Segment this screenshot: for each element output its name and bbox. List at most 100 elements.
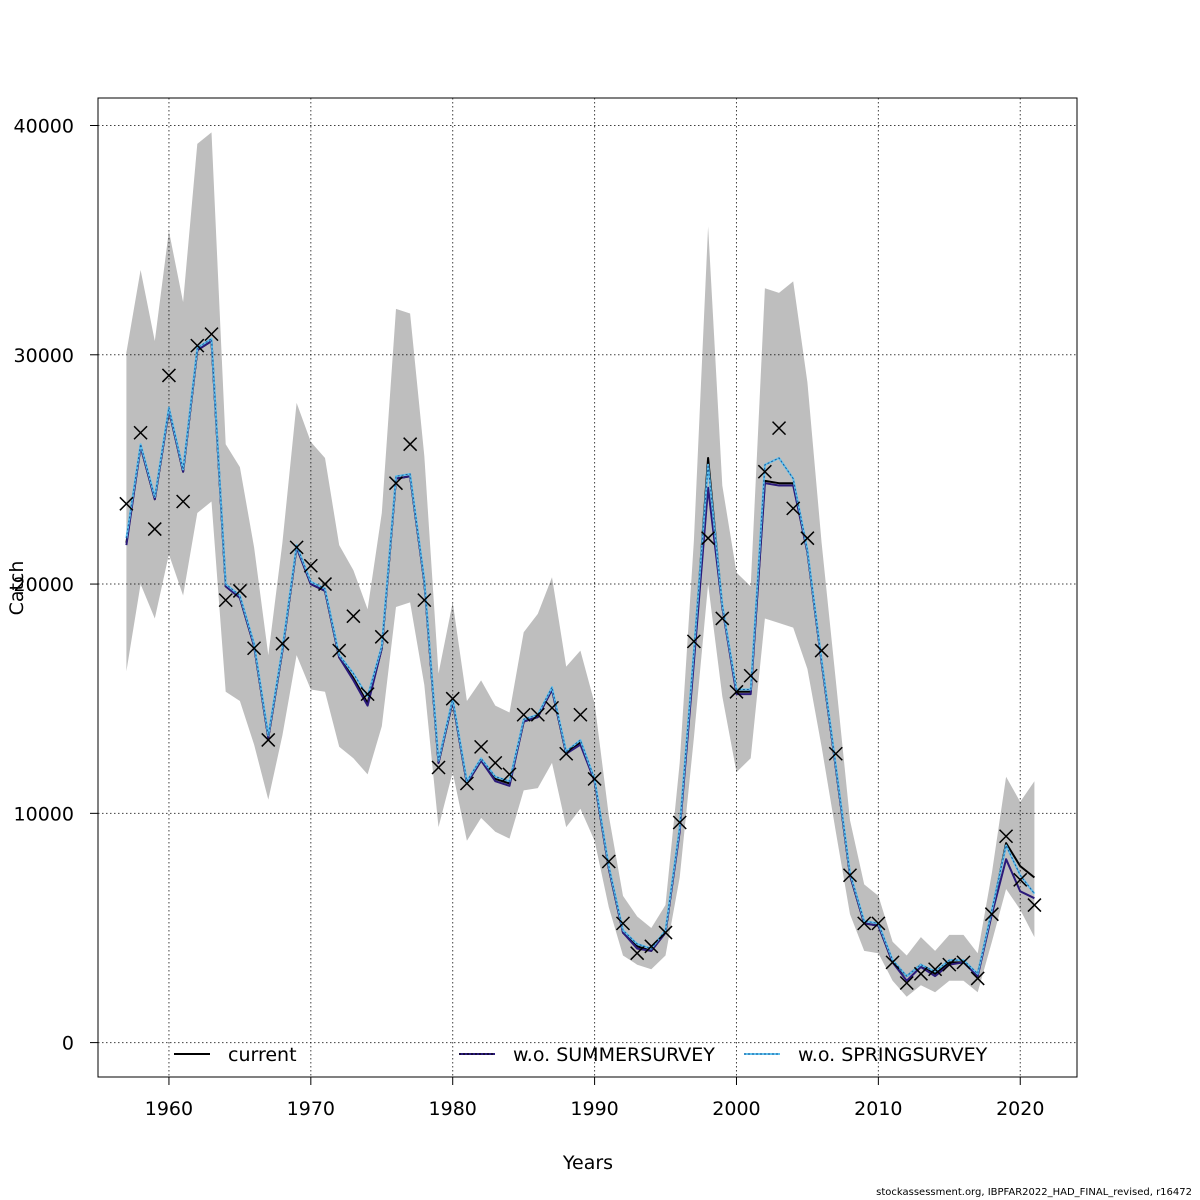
observed-point-stroke: [474, 739, 489, 754]
legend-label: w.o. SPRINGSURVEY: [798, 1044, 988, 1066]
y-tick-label: 10000: [14, 803, 74, 825]
legend-item: w.o. SUMMERSURVEY: [459, 1044, 715, 1066]
observed-point: [686, 634, 701, 649]
observed-point: [658, 925, 673, 940]
observed-point-stroke: [928, 962, 943, 977]
observed-point: [786, 501, 801, 516]
observed-point: [190, 338, 205, 353]
x-tick-label: 1970: [287, 1098, 335, 1120]
observed-point: [516, 707, 531, 722]
observed-point: [459, 776, 474, 791]
observed-point: [176, 494, 191, 509]
observed-point: [317, 577, 333, 592]
legend-label: current: [228, 1044, 297, 1066]
observed-point: [417, 593, 432, 608]
observed-point: [743, 668, 758, 683]
confidence-band-layer: [126, 132, 1035, 997]
observed-point: [275, 636, 290, 651]
observed-point-stroke: [644, 939, 659, 954]
observed-point: [488, 755, 503, 770]
observed-point-stroke: [119, 496, 134, 511]
plot-frame: [97, 97, 1078, 1078]
observed-point: [445, 691, 460, 706]
observed-point-stroke: [587, 771, 602, 786]
observed-point-stroke: [431, 760, 446, 775]
observed-point-stroke: [658, 925, 673, 940]
observed-point-stroke: [360, 687, 375, 702]
observed-point-stroke: [161, 368, 176, 383]
observed-point-stroke: [459, 776, 474, 791]
observed-point: [530, 707, 545, 722]
observed-point-stroke: [559, 746, 574, 761]
x-axis-title: Years: [562, 1152, 613, 1174]
observed-point-stroke: [176, 494, 191, 509]
observed-point-stroke: [885, 955, 900, 970]
observed-point: [360, 687, 375, 702]
observed-point: [403, 437, 418, 452]
observed-point-stroke: [729, 684, 744, 699]
footer-credit: stockassessment.org, IBPFAR2022_HAD_FINA…: [876, 1187, 1192, 1198]
observed-point: [772, 421, 787, 436]
x-tick-label: 1990: [570, 1098, 618, 1120]
observed-point-stroke: [204, 327, 219, 342]
observed-point-stroke: [1027, 898, 1042, 913]
observed-point: [984, 907, 999, 922]
observed-point: [999, 829, 1014, 844]
observed-point-stroke: [488, 755, 503, 770]
observed-point: [701, 531, 716, 546]
series-lines-layer: [125, 337, 1036, 982]
observed-point-stroke: [1013, 872, 1028, 887]
observed-point-stroke: [913, 966, 928, 981]
observed-point: [232, 583, 247, 598]
observed-point: [247, 641, 262, 656]
observed-point: [133, 425, 148, 440]
legend: current w.o. SUMMERSURVEY w.o. SPRINGSURVE…: [174, 1044, 988, 1066]
observed-point: [757, 464, 772, 479]
observed-point-stroke: [757, 464, 772, 479]
observed-point: [644, 939, 659, 954]
observed-point-stroke: [232, 583, 247, 598]
observed-point-stroke: [445, 691, 460, 706]
observed-point: [161, 368, 176, 383]
observed-point-stroke: [388, 476, 403, 491]
x-tick-label: 2010: [854, 1098, 902, 1120]
observed-point: [303, 558, 318, 573]
x-tick-label: 2020: [996, 1098, 1044, 1120]
observed-point-stroke: [502, 767, 517, 782]
observed-point-stroke: [857, 916, 872, 931]
observed-point: [615, 916, 631, 931]
observed-point-stroke: [190, 338, 205, 353]
observed-point-stroke: [672, 815, 687, 830]
observed-point: [502, 767, 517, 782]
x-tick-label: 2000: [712, 1098, 760, 1120]
observed-point: [388, 476, 403, 491]
grid-layer: [98, 98, 1077, 1077]
observed-point-stroke: [686, 634, 701, 649]
observed-point: [218, 593, 233, 608]
x-tick-label: 1960: [145, 1098, 193, 1120]
observed-point: [672, 815, 687, 830]
observed-point-stroke: [317, 577, 333, 592]
observed-point: [559, 746, 574, 761]
observed-point: [942, 957, 957, 972]
observed-point: [630, 946, 645, 961]
observed-point-stroke: [871, 916, 886, 931]
observed-point-stroke: [261, 732, 276, 747]
observed-point: [261, 732, 276, 747]
observed-point: [800, 531, 815, 546]
observed-point: [913, 966, 928, 981]
observed-point-stroke: [942, 957, 957, 972]
observed-point: [374, 629, 389, 644]
observed-point: [119, 496, 134, 511]
confidence-band: [126, 132, 1035, 997]
observed-point: [828, 746, 843, 761]
x-tick-label: 1980: [429, 1098, 477, 1120]
observed-point: [431, 760, 446, 775]
observed-point-stroke: [275, 636, 290, 651]
observed-point: [814, 643, 829, 658]
legend-label: w.o. SUMMERSURVEY: [513, 1044, 715, 1066]
observed-point: [474, 739, 489, 754]
observed-point-stroke: [346, 609, 361, 624]
observed-point-stroke: [999, 829, 1014, 844]
